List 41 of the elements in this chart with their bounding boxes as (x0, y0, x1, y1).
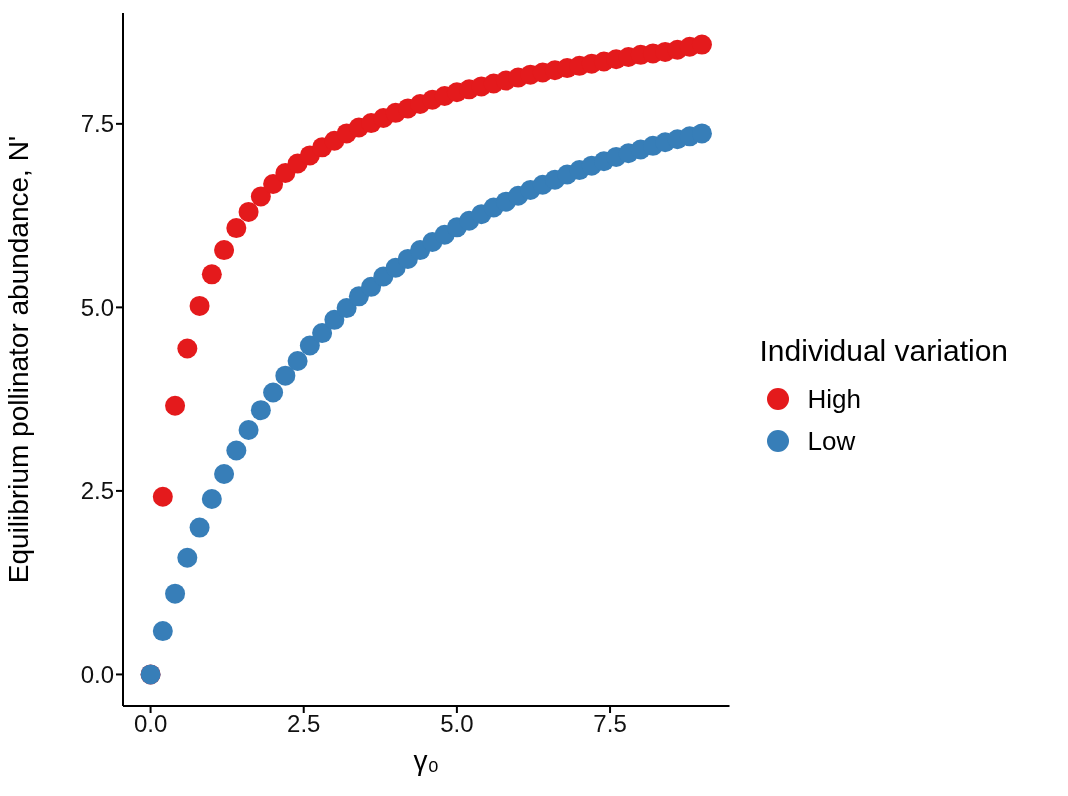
legend-title: Individual variation (759, 334, 1008, 368)
point (152, 486, 173, 507)
point (201, 264, 222, 285)
point (336, 298, 357, 319)
y-tick-label: 7.5 (80, 110, 114, 138)
point (250, 400, 271, 421)
point (152, 621, 173, 642)
legend-label: High (807, 383, 861, 415)
point (177, 547, 198, 568)
point (238, 419, 259, 440)
x-tick-label: 7.5 (593, 710, 627, 738)
point (226, 218, 247, 239)
legend-label: Low (807, 425, 856, 457)
point (214, 464, 235, 485)
point (324, 309, 345, 330)
point (189, 517, 210, 538)
y-tick-label: 2.5 (80, 477, 114, 505)
point (165, 583, 186, 604)
point (177, 338, 198, 359)
point (201, 488, 222, 509)
point (165, 395, 186, 416)
point (691, 34, 712, 55)
x-tick-label: 5.0 (440, 710, 474, 738)
point (299, 335, 320, 356)
point (312, 323, 333, 344)
point (189, 295, 210, 316)
point (226, 440, 247, 461)
point (287, 350, 308, 371)
y-tick-label: 0.0 (80, 660, 114, 688)
x-tick-label: 0.0 (133, 710, 168, 738)
x-axis-title: γ₀ (413, 745, 440, 776)
y-tick-label: 5.0 (80, 293, 114, 321)
point (238, 201, 259, 222)
point (214, 240, 235, 261)
point (691, 123, 712, 144)
point (263, 174, 284, 195)
x-tick-label: 2.5 (287, 710, 321, 738)
point (250, 186, 271, 207)
point (275, 365, 296, 386)
point (263, 382, 284, 403)
y-axis-title: Equilibrium pollinator abundance, N' (2, 135, 34, 584)
